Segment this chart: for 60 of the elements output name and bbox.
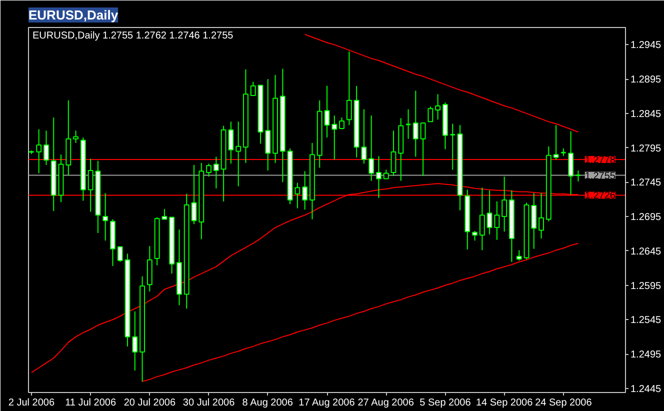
x-tick-label: 11 Jul 2006	[65, 398, 116, 408]
y-tick-label: 1.2495	[630, 350, 662, 361]
x-tick-label: 20 Jul 2006	[124, 398, 176, 408]
candlestick	[265, 78, 271, 171]
candlestick	[516, 250, 522, 262]
y-tick-label: 1.2545	[630, 315, 662, 326]
candlestick	[102, 192, 108, 242]
candlestick	[132, 310, 138, 372]
y-tick-label: 1.2445	[630, 384, 662, 395]
candlestick	[368, 114, 374, 182]
y-tick-label: 1.2945	[630, 40, 662, 52]
x-tick-label: 14 Sep 2006	[476, 398, 534, 408]
candlestick	[531, 192, 537, 250]
candlestick	[553, 124, 559, 160]
y-tick-label: 1.2595	[630, 280, 662, 292]
line-series	[304, 34, 579, 132]
candlestick	[390, 130, 396, 176]
candlestick	[213, 156, 219, 189]
y-tick-label: 1.2795	[630, 143, 662, 154]
candlestick	[412, 90, 418, 158]
candlestick	[236, 121, 242, 187]
x-tick-label: 24 Sep 2006	[535, 398, 592, 408]
chart-title: EURUSD,Daily	[28, 8, 119, 22]
candlestick	[479, 187, 485, 251]
x-tick-label: 8 Aug 2006	[242, 398, 294, 408]
y-tick-label: 1.2645	[630, 246, 662, 258]
candlestick	[346, 51, 352, 126]
candlestick	[332, 114, 338, 160]
ref-line-label: 1.2726	[584, 190, 616, 202]
candlestick	[502, 176, 508, 232]
y-tick-label: 1.2845	[630, 108, 662, 120]
ref-line-label: 1.2778	[584, 154, 616, 166]
candlestick	[36, 128, 42, 174]
candlestick	[568, 130, 574, 196]
candlestick	[44, 130, 49, 166]
x-tick-label: 27 Aug 2006	[358, 398, 414, 408]
line-series	[142, 242, 579, 382]
ref-line-label: 1.2755	[584, 170, 616, 182]
candlestick	[206, 163, 212, 178]
candlestick	[117, 246, 123, 262]
candlestick	[250, 81, 256, 96]
candlestick	[428, 106, 434, 122]
candlestick	[361, 108, 367, 164]
candlestick	[324, 85, 330, 138]
x-tick-label: 2 Jul 2006	[8, 398, 55, 408]
x-tick-label: 5 Sep 2006	[420, 398, 472, 408]
candlestick	[73, 130, 79, 144]
candlestick	[420, 122, 426, 176]
candlestick	[538, 192, 544, 240]
candlestick	[435, 94, 441, 120]
candlestick	[376, 156, 382, 198]
candlestick	[302, 170, 308, 210]
y-tick-label: 1.2895	[630, 74, 662, 86]
x-tick-label: 17 Aug 2006	[298, 398, 356, 408]
y-tick-label: 1.2745	[630, 178, 662, 189]
x-tick-label: 30 Jul 2006	[182, 398, 236, 408]
candlestick	[191, 164, 197, 225]
y-tick-label: 1.2695	[630, 212, 662, 224]
candlestick	[472, 230, 478, 242]
chart-subtitle: EURUSD,Daily 1.2755 1.2762 1.2746 1.2755	[32, 30, 234, 42]
